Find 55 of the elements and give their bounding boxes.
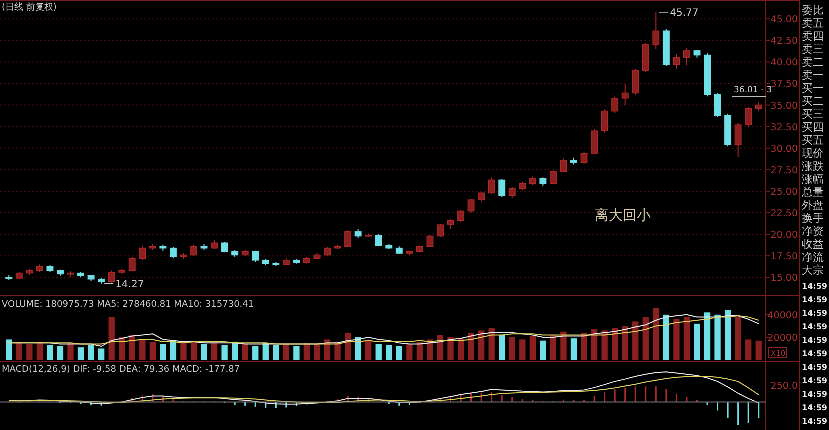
text: 14:59 bbox=[802, 390, 828, 399]
text: 卖二 bbox=[802, 56, 824, 69]
text: 卖四 bbox=[802, 30, 824, 43]
y-tick-label: 15.00 bbox=[770, 273, 798, 284]
annotation: 14.27 bbox=[116, 279, 144, 290]
y-tick-label: 25.00 bbox=[770, 186, 798, 198]
y-tick-label: 42.50 bbox=[770, 36, 798, 48]
text: 14:59 bbox=[802, 336, 828, 345]
y-tick-label: 40000 bbox=[768, 310, 798, 322]
text: 大宗 bbox=[802, 264, 824, 277]
text: 卖一 bbox=[802, 69, 824, 82]
text: 14:59 bbox=[802, 296, 828, 304]
annotation: 45.77 bbox=[670, 8, 699, 19]
text: 买五 bbox=[802, 134, 824, 147]
y-tick-label: 30.00 bbox=[770, 144, 798, 155]
y-tick-label: 17.50 bbox=[770, 252, 798, 263]
text: 涨跌 bbox=[802, 160, 824, 173]
text: 现价 bbox=[802, 147, 824, 160]
text: 14:59 bbox=[802, 309, 828, 318]
text: 14:59 bbox=[802, 376, 828, 386]
text: 净资 bbox=[802, 225, 824, 238]
text: 买二 bbox=[802, 95, 824, 108]
y-tick-label: 32.50 bbox=[770, 122, 798, 134]
y-tick-label: 37.50 bbox=[770, 79, 798, 90]
ref-line-label: 36.01 - 3 bbox=[734, 86, 772, 96]
text: 换手 bbox=[802, 212, 824, 225]
text: 买三 bbox=[802, 108, 824, 121]
text: 14:59 bbox=[802, 363, 828, 372]
chart-title: (日线 前复权) bbox=[2, 2, 57, 13]
text: 14:59 bbox=[802, 322, 828, 332]
y-tick-label: 35.00 bbox=[770, 100, 798, 112]
text: 14:59 bbox=[802, 350, 828, 358]
chart-title: VOLUME: 180975.73 MA5: 278460.81 MA10: 315730.41 bbox=[2, 300, 254, 310]
text: 卖五 bbox=[802, 17, 824, 30]
text: 14:59 bbox=[802, 282, 828, 291]
text: 委比 bbox=[802, 4, 824, 17]
y-tick-label: 22.50 bbox=[770, 208, 798, 220]
text: 卖三 bbox=[802, 43, 824, 56]
text: 14:59 bbox=[802, 417, 828, 426]
annotation: 离大回小 bbox=[595, 208, 651, 224]
y-tick-label: 27.50 bbox=[770, 165, 798, 176]
text: 买一 bbox=[802, 82, 824, 95]
text: 涨幅 bbox=[802, 173, 824, 186]
text: 250.0 bbox=[770, 381, 798, 392]
text: 总量 bbox=[801, 186, 824, 199]
text: 外盘 bbox=[802, 199, 824, 212]
text: 14:59 bbox=[802, 404, 828, 412]
y-tick-label: 20.00 bbox=[770, 230, 798, 242]
y-tick-label: 20000 bbox=[768, 332, 798, 344]
chart-title: MACD(12,26,9) DIF: -9.58 DEA: 79.36 MACD: -177.87 bbox=[2, 365, 240, 375]
text: 收益 bbox=[802, 238, 824, 251]
text: 净流 bbox=[802, 251, 824, 264]
y-tick-label: 45.00 bbox=[770, 14, 798, 26]
text: 买四 bbox=[802, 121, 824, 134]
y-tick-label: 40.00 bbox=[770, 58, 798, 69]
